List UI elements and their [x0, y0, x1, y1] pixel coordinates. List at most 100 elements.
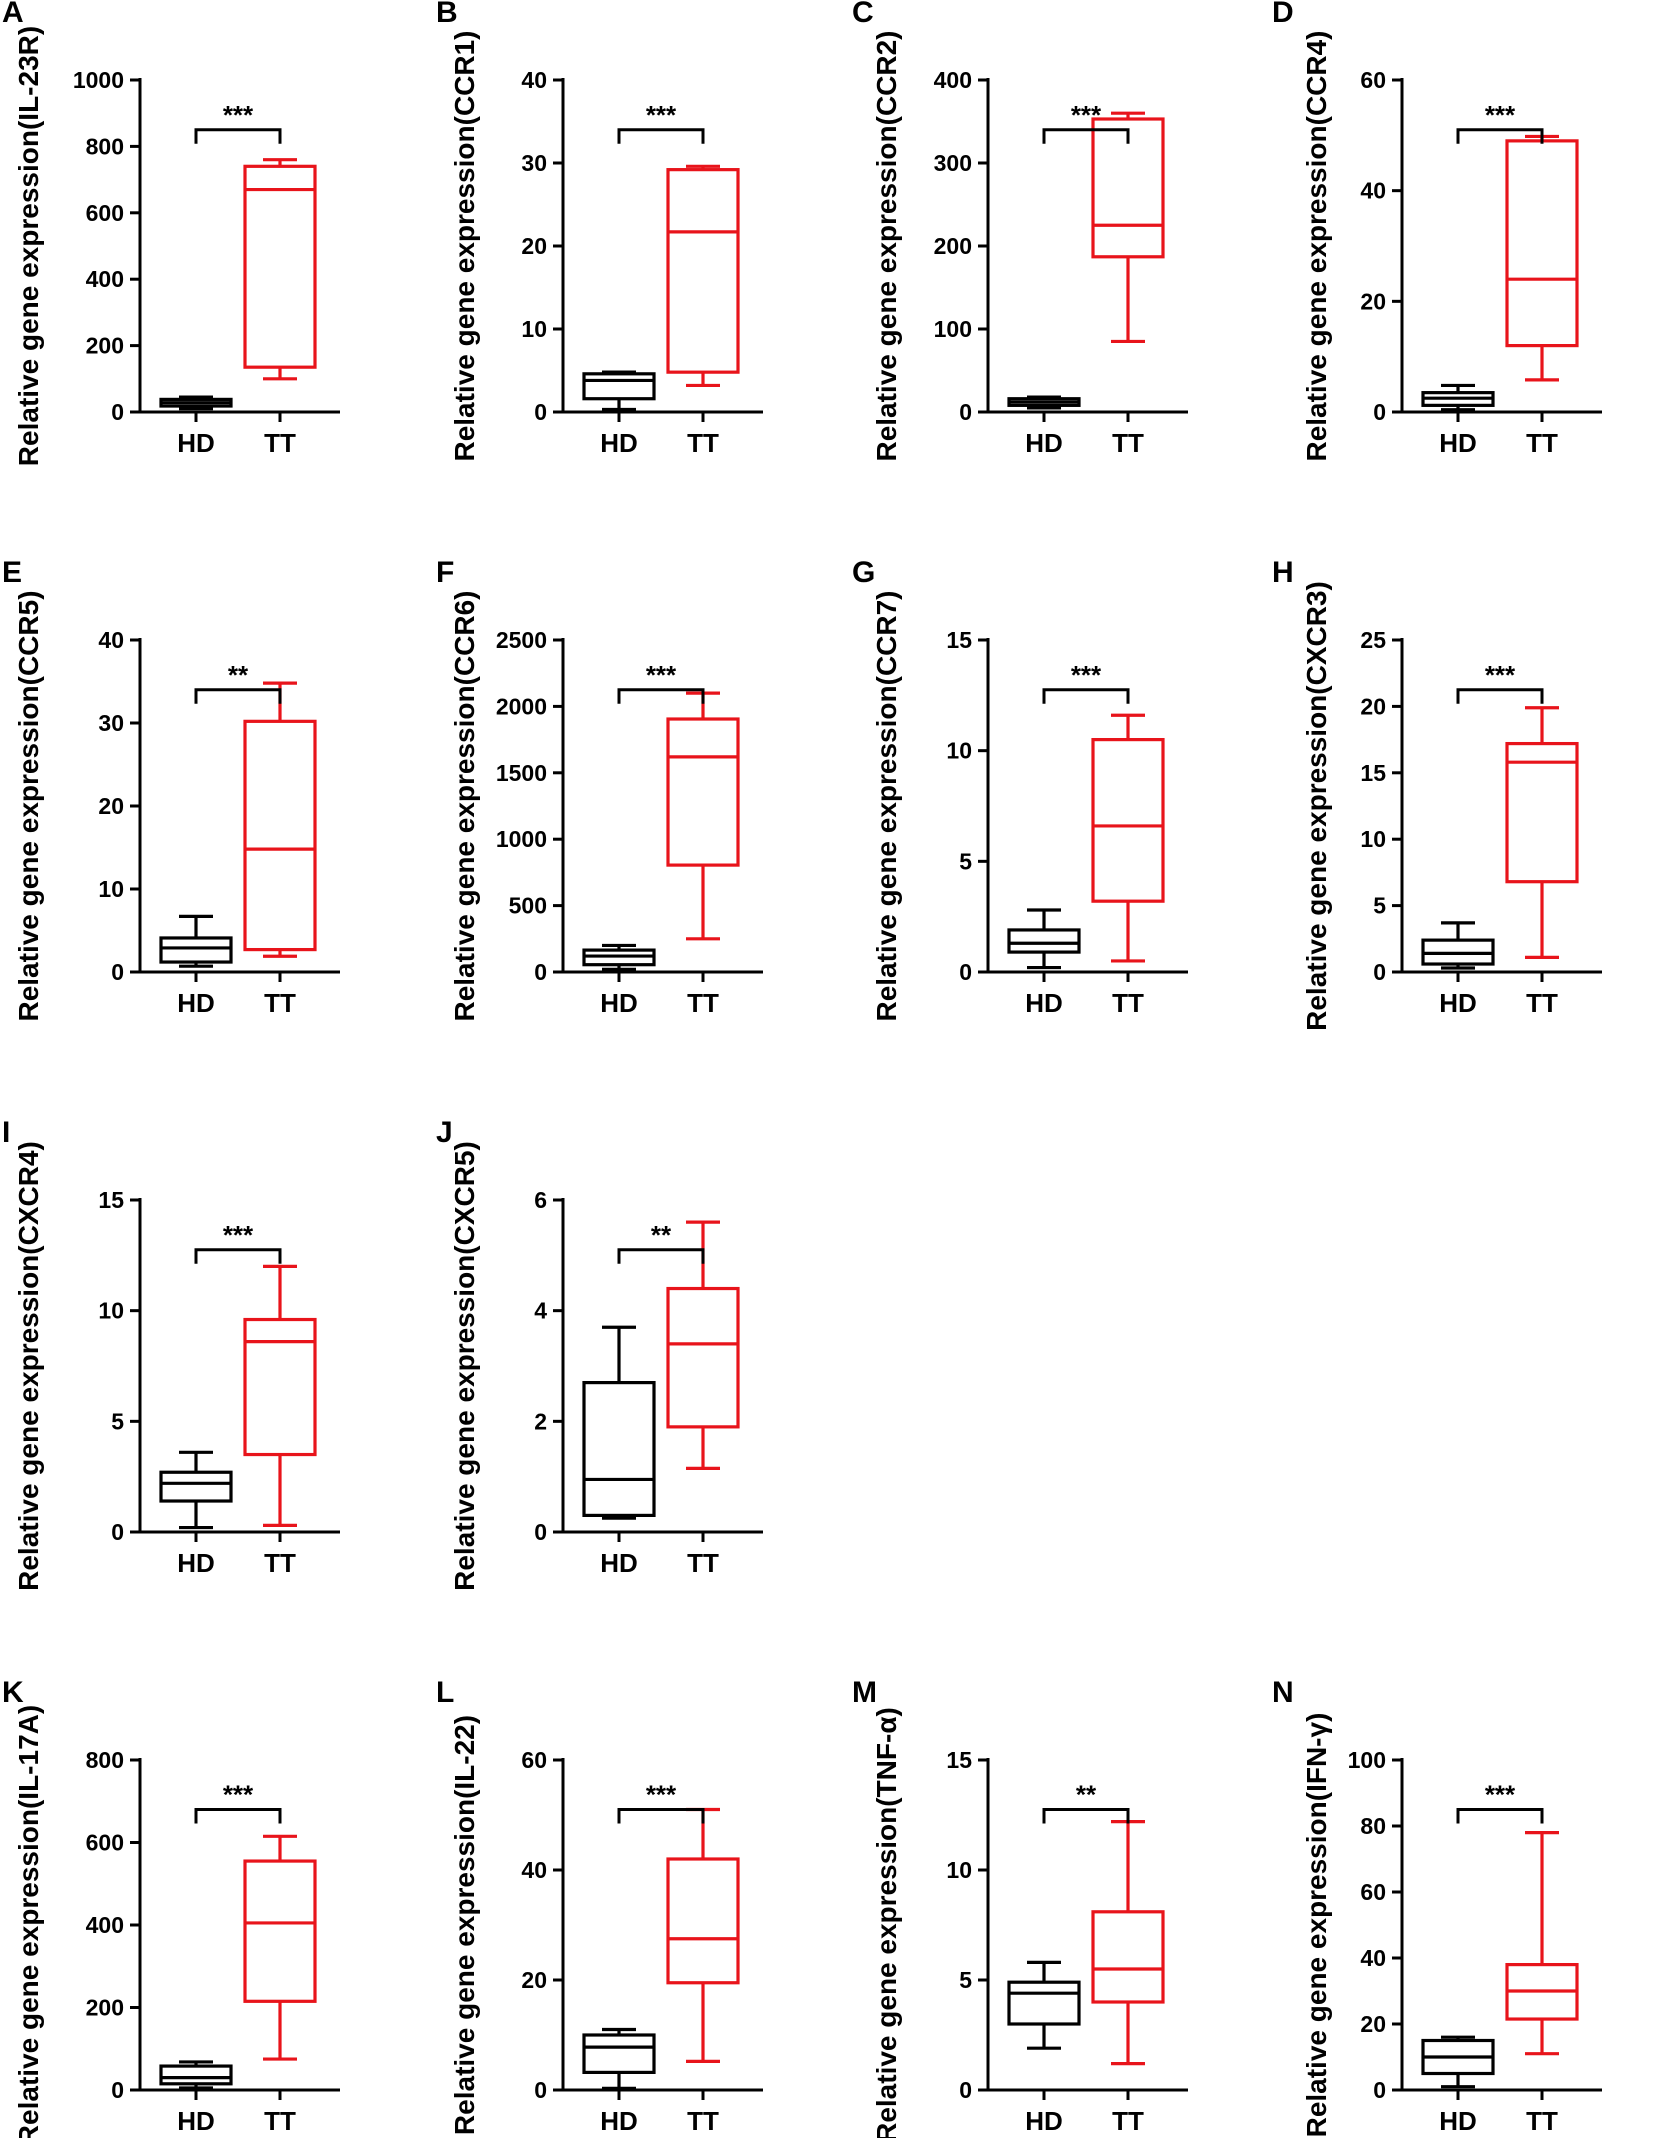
y-axis-label: Relative gene expression(IFN-γ)	[1301, 1713, 1332, 2138]
significance-label: ***	[1485, 100, 1516, 130]
y-tick-label: 800	[86, 133, 124, 159]
y-tick-label: 0	[959, 399, 972, 425]
y-tick-label: 20	[1360, 2011, 1386, 2037]
y-tick-label: 0	[111, 959, 124, 985]
y-tick-label: 60	[521, 1747, 547, 1773]
y-tick-label: 400	[86, 266, 124, 292]
y-tick-label: 2000	[496, 693, 547, 719]
y-tick-label: 25	[1360, 627, 1386, 653]
panel-l: L Relative gene expression(IL-22) 0 20 40 60 H…	[436, 1676, 763, 2136]
y-tick-label: 20	[521, 233, 547, 259]
significance-label: **	[1076, 1780, 1097, 1810]
y-tick-label: 0	[534, 2077, 547, 2103]
panel-letter: B	[436, 0, 458, 29]
x-category-label: HD	[600, 988, 638, 1018]
significance-label: ***	[223, 1780, 254, 1810]
significance-bracket	[194, 688, 282, 704]
x-category-label: TT	[1526, 988, 1558, 1018]
significance-bracket	[617, 128, 705, 144]
x-category-label: HD	[1439, 2106, 1477, 2136]
box-tt	[666, 1220, 740, 1470]
panel-letter: H	[1272, 556, 1294, 589]
significance-label: ***	[1071, 660, 1102, 690]
y-tick-label: 20	[1360, 288, 1386, 314]
y-tick-label: 300	[934, 150, 972, 176]
x-category-label: TT	[687, 988, 719, 1018]
y-tick-label: 100	[1348, 1747, 1386, 1773]
significance-label: ***	[1485, 660, 1516, 690]
y-tick-label: 0	[111, 2077, 124, 2103]
panel-letter: D	[1272, 0, 1294, 29]
y-tick-label: 600	[86, 200, 124, 226]
y-axis-label: Relative gene expression(CCR7)	[871, 590, 902, 1021]
y-tick-label: 500	[509, 893, 547, 919]
x-category-label: TT	[1112, 428, 1144, 458]
box-hd	[1007, 1960, 1081, 2050]
panel-letter: I	[2, 1116, 10, 1149]
y-tick-label: 40	[521, 1857, 547, 1883]
iqr-box	[243, 719, 317, 952]
significance-label: ***	[646, 660, 677, 690]
y-tick-label: 5	[111, 1408, 124, 1434]
y-tick-label: 30	[521, 150, 547, 176]
box-hd	[582, 2027, 656, 2090]
box-tt	[1505, 1830, 1579, 2056]
box-hd	[582, 370, 656, 412]
y-tick-label: 200	[86, 1995, 124, 2021]
y-axis-label: Relative gene expression(TNF-α)	[871, 1707, 902, 2138]
significance-bracket	[617, 688, 705, 704]
y-tick-label: 10	[98, 1298, 124, 1324]
box-tt	[243, 681, 317, 958]
y-tick-label: 40	[98, 627, 124, 653]
box-hd	[159, 395, 233, 411]
y-tick-label: 0	[959, 959, 972, 985]
box-hd	[159, 914, 233, 968]
y-tick-label: 200	[934, 233, 972, 259]
y-axis-label: Relative gene expression(CCR2)	[871, 30, 902, 461]
y-tick-label: 15	[946, 627, 972, 653]
iqr-box	[243, 1859, 317, 2003]
y-axis-label: Relative gene expression(CCR6)	[449, 590, 480, 1021]
iqr-box	[243, 164, 317, 369]
box-tt	[1091, 713, 1165, 963]
significance-label: ***	[1485, 1780, 1516, 1810]
significance-label: ***	[646, 1780, 677, 1810]
significance-bracket	[617, 1248, 705, 1264]
box-tt	[1091, 111, 1165, 344]
box-hd	[159, 2060, 233, 2090]
panel-letter: N	[1272, 1676, 1294, 1709]
significance-bracket	[1456, 128, 1544, 144]
x-category-label: HD	[177, 988, 215, 1018]
iqr-box	[1505, 139, 1579, 348]
y-tick-label: 6	[534, 1187, 547, 1213]
iqr-box	[1091, 737, 1165, 903]
x-category-label: HD	[600, 2106, 638, 2136]
y-tick-label: 400	[86, 1912, 124, 1938]
panel-letter: K	[2, 1676, 24, 1709]
y-tick-label: 80	[1360, 1813, 1386, 1839]
panel-letter: G	[852, 556, 875, 589]
panel-letter: C	[852, 0, 874, 29]
significance-bracket	[1456, 1808, 1544, 1824]
y-tick-label: 0	[534, 1519, 547, 1545]
significance-label: ***	[223, 100, 254, 130]
iqr-box	[1505, 741, 1579, 884]
x-category-label: TT	[687, 428, 719, 458]
iqr-box	[159, 936, 233, 964]
y-tick-label: 200	[86, 333, 124, 359]
y-axis-label: Relative gene expression(CXCR5)	[449, 1141, 480, 1591]
y-tick-label: 20	[1360, 693, 1386, 719]
y-tick-label: 10	[98, 876, 124, 902]
y-tick-label: 2	[534, 1408, 547, 1434]
y-axis-label: Relative gene expression(IL-17A)	[13, 1705, 44, 2138]
x-category-label: TT	[264, 428, 296, 458]
significance-label: ***	[223, 1220, 254, 1250]
y-axis-label: Relative gene expression(CXCR4)	[13, 1141, 44, 1591]
